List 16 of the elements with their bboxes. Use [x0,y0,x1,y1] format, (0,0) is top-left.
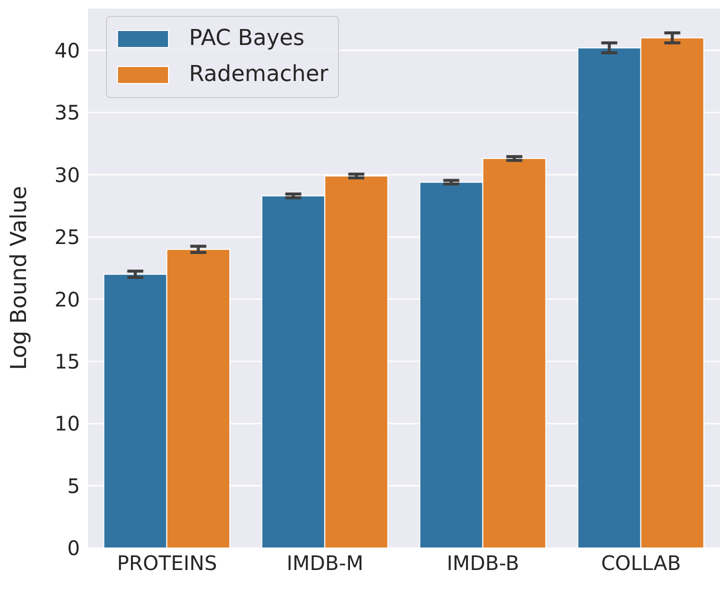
x-tick-label: COLLAB [601,551,681,576]
legend-label: Rademacher [188,61,328,89]
x-tick-label: IMDB-B [446,551,520,576]
x-tick-label: PROTEINS [116,551,218,576]
y-tick-label: 30 [54,162,80,187]
y-tick-label: 15 [54,349,80,374]
legend-label: PAC Bayes [188,25,306,53]
y-tick-label: 5 [67,474,80,498]
y-tick-label: 10 [54,412,80,436]
y-tick-label: 25 [54,225,80,250]
y-tick-label: 40 [54,38,80,62]
y-tick-label: 20 [54,287,80,312]
y-tick-label: 35 [54,100,80,125]
y-axis-title: Log Bound Value [6,186,32,370]
x-tick-label: IMDB-M [286,551,364,576]
y-tick-label: 0 [67,536,80,560]
